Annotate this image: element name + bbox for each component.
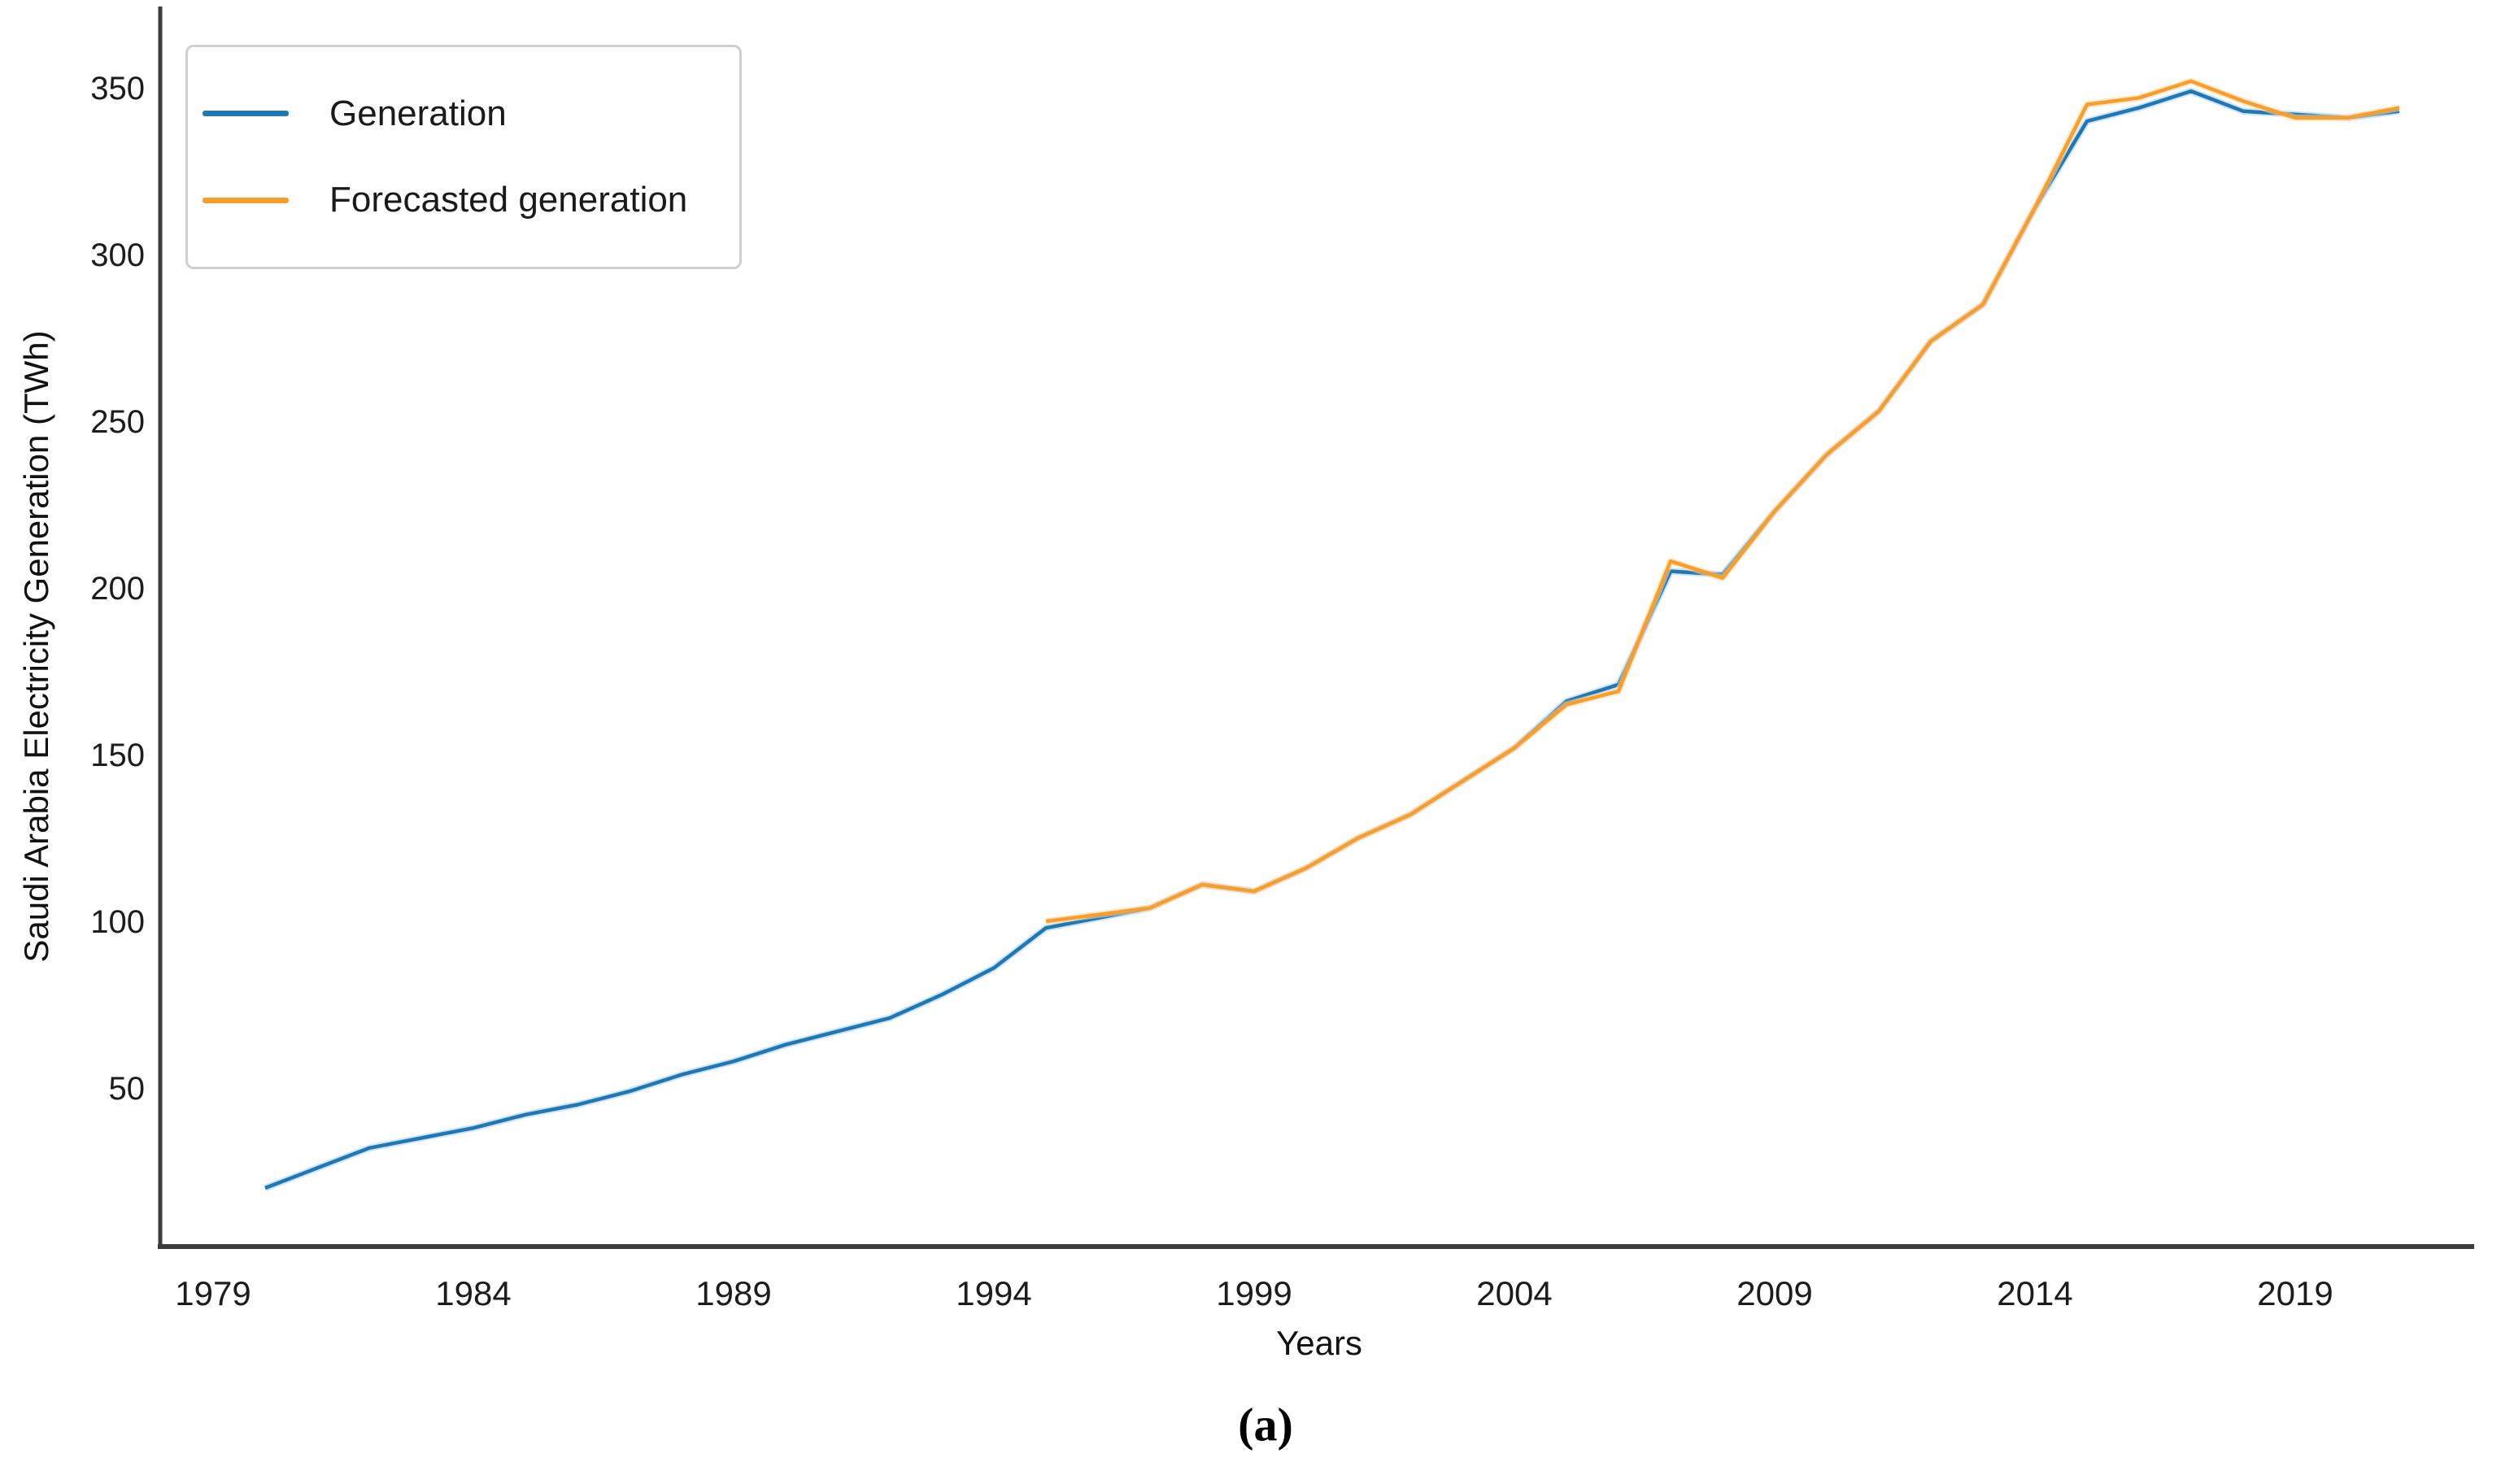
x-tick-label: 1984 [435, 1274, 511, 1312]
x-tick-label: 2019 [2257, 1274, 2333, 1312]
forecasted-generation-line [1045, 79, 2400, 924]
figure-caption: (a) [1238, 1398, 1293, 1451]
x-tick-label: 1994 [956, 1274, 1031, 1312]
axes-spines [158, 7, 2474, 1249]
legend-item-forecasted-generation: Forecasted generation [203, 180, 739, 220]
legend: Generation Forecasted generation [185, 45, 742, 269]
y-tick-label: 50 [109, 1071, 146, 1107]
forecasted-generation-line-swatch [203, 197, 289, 203]
x-tick-label: 2009 [1736, 1274, 1812, 1312]
forecasted-generation-line-halo [1045, 77, 2400, 925]
y-tick-label: 250 [90, 404, 145, 440]
y-tick-label: 150 [90, 738, 145, 773]
legend-item-generation: Generation [203, 94, 739, 134]
y-tick-label: 350 [90, 71, 145, 107]
data-series-lines [264, 77, 2400, 1191]
tick-labels: 50 100 150 200 250 300 350 1979 1984 1989 1994 1999… [90, 71, 2333, 1312]
x-tick-label: 1989 [695, 1274, 771, 1312]
legend-label-forecasted-generation: Forecasted generation [329, 180, 688, 220]
y-tick-label: 300 [90, 237, 145, 273]
x-axis-title: Years [1276, 1324, 1362, 1362]
y-axis-title: Saudi Arabia Electricity Generation (TWh… [17, 330, 55, 963]
legend-label-generation: Generation [329, 93, 507, 133]
generation-line-swatch [203, 111, 289, 117]
x-tick-label: 1979 [175, 1274, 251, 1312]
x-tick-label: 1999 [1216, 1274, 1292, 1312]
y-tick-label: 100 [90, 904, 145, 940]
x-tick-label: 2004 [1476, 1274, 1552, 1312]
x-tick-label: 2014 [1997, 1274, 2072, 1312]
y-tick-label: 200 [90, 571, 145, 607]
